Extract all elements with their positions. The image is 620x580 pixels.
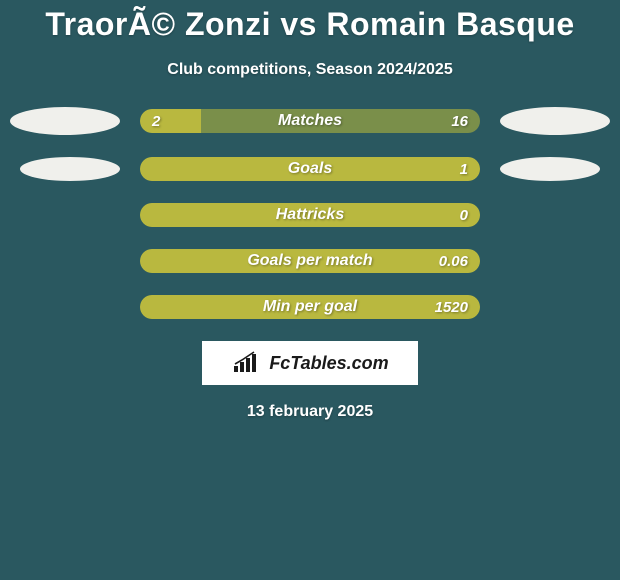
stat-rows: 2Matches16 Goals1 Hattricks0 Goals per matc… xyxy=(0,107,620,319)
stat-row: 2Matches16 xyxy=(0,107,620,135)
stat-bar: Min per goal1520 xyxy=(140,295,480,319)
stat-bar-fill xyxy=(140,295,480,319)
avatar-spacer xyxy=(500,203,610,227)
stat-bar: Goals1 xyxy=(140,157,480,181)
avatar-spacer xyxy=(500,249,610,273)
stat-right-value: 16 xyxy=(451,109,468,133)
stat-row: Hattricks0 xyxy=(0,203,620,227)
page-subtitle: Club competitions, Season 2024/2025 xyxy=(0,61,620,79)
branding-text: FcTables.com xyxy=(269,353,388,374)
player-avatar-right xyxy=(500,107,610,135)
avatar-spacer xyxy=(500,295,610,319)
stat-row: Goals1 xyxy=(0,157,620,181)
avatar-spacer xyxy=(10,203,120,227)
page-title: TraorÃ© Zonzi vs Romain Basque xyxy=(0,6,620,43)
stat-bar-fill xyxy=(140,249,480,273)
stat-bar: Hattricks0 xyxy=(140,203,480,227)
stat-bar: Goals per match0.06 xyxy=(140,249,480,273)
stat-bar-fill xyxy=(140,203,480,227)
bar-chart-icon xyxy=(231,351,265,375)
player-avatar-left xyxy=(10,107,120,135)
avatar-spacer xyxy=(10,249,120,273)
stat-bar-fill xyxy=(140,157,480,181)
stat-row: Min per goal1520 xyxy=(0,295,620,319)
stat-bar: 2Matches16 xyxy=(140,109,480,133)
date-text: 13 february 2025 xyxy=(0,403,620,421)
avatar-spacer xyxy=(10,295,120,319)
player-avatar-right xyxy=(500,157,600,181)
player-avatar-left xyxy=(20,157,120,181)
stat-bar-fill xyxy=(140,109,201,133)
comparison-infographic: TraorÃ© Zonzi vs Romain Basque Club comp… xyxy=(0,0,620,580)
branding-badge: FcTables.com xyxy=(202,341,418,385)
stat-row: Goals per match0.06 xyxy=(0,249,620,273)
